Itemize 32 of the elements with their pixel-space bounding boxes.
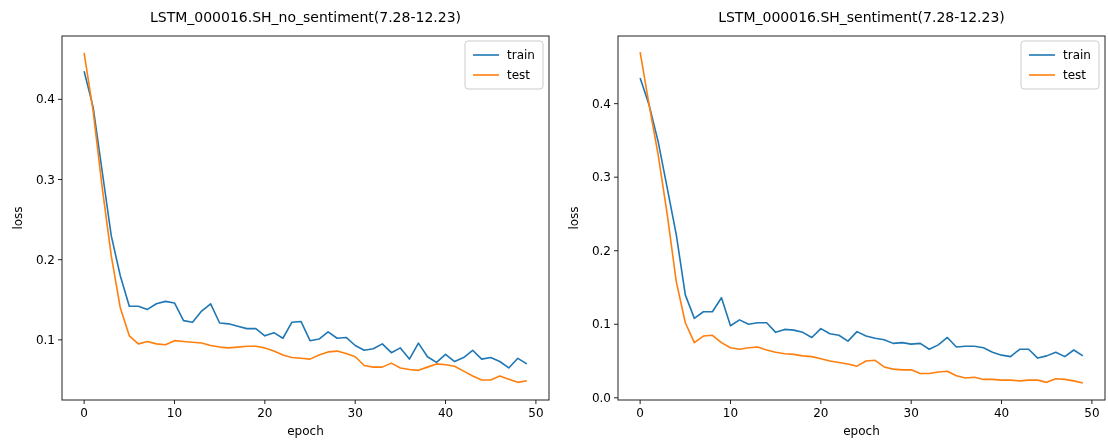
x-tick-label: 0	[80, 406, 88, 420]
y-tick-label: 0.4	[591, 96, 611, 111]
y-tick-label: 0.0	[591, 390, 611, 405]
x-axis-title: epoch	[287, 424, 324, 438]
x-tick-label: 50	[528, 406, 544, 420]
legend-label: test	[507, 68, 531, 82]
chart-title: LSTM_000016.SH_no_sentiment(7.28-12.23)	[149, 9, 462, 25]
x-tick-label: 10	[722, 406, 739, 420]
x-tick-label: 40	[437, 406, 454, 420]
line-series	[639, 77, 1084, 359]
x-tick-label: 0	[636, 406, 644, 420]
x-tick-label: 20	[257, 406, 273, 420]
legend-label: train	[1063, 48, 1091, 62]
y-tick-label: 0.2	[35, 252, 55, 267]
x-tick-label: 50	[1084, 406, 1100, 420]
x-tick-label: 10	[166, 406, 183, 420]
y-tick-label: 0.4	[35, 92, 55, 107]
y-axis-title: loss	[567, 206, 581, 230]
x-tick-label: 30	[903, 406, 919, 420]
y-tick-label: 0.3	[35, 172, 55, 187]
y-tick-label: 0.2	[591, 243, 611, 258]
y-tick-label: 0.1	[35, 332, 55, 347]
x-tick-label: 20	[813, 406, 829, 420]
chart-title: LSTM_000016.SH_sentiment(7.28-12.23)	[718, 9, 1005, 25]
x-axis-title: epoch	[843, 424, 880, 438]
legend-label: test	[1063, 68, 1087, 82]
legend-label: train	[507, 48, 535, 62]
x-tick-label: 30	[347, 406, 363, 420]
x-tick-label: 40	[993, 406, 1010, 420]
y-tick-label: 0.3	[591, 170, 611, 185]
y-tick-label: 0.1	[591, 317, 611, 332]
y-axis-title: loss	[11, 206, 25, 230]
